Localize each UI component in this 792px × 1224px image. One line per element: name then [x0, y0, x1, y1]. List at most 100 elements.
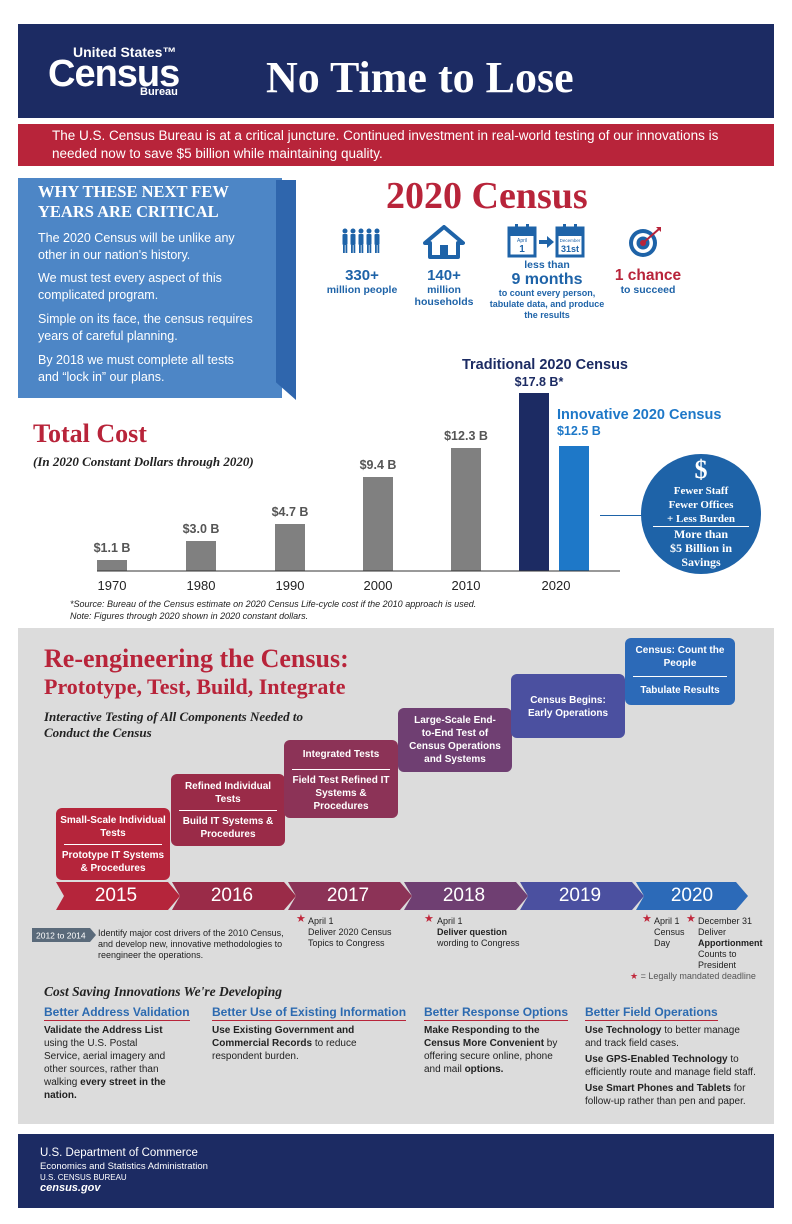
- step-2020-top: Census: Count the People: [635, 645, 725, 669]
- innovation-head-response: Better Response Options: [424, 1005, 569, 1021]
- why-paragraph-2: We must test every aspect of this compli…: [38, 271, 222, 302]
- note-2020-apportionment: ★ December 31 Deliver Apportionment Coun…: [686, 913, 763, 971]
- step-2016-top: Refined Individual Tests: [184, 781, 272, 805]
- calendar-from-day: 1: [519, 244, 525, 255]
- step-2019-line-a: Census Begins:: [530, 695, 606, 706]
- year-2018: 2018: [442, 885, 486, 906]
- savings-line-1: Fewer Staff: [673, 485, 729, 497]
- deadline-star-icon: ★: [296, 913, 306, 925]
- bar-1970: [97, 560, 127, 571]
- step-2017-top: Integrated Tests: [302, 749, 380, 760]
- reengineering-subtitle: Prototype, Test, Build, Integrate: [44, 674, 346, 699]
- why-paragraph-3: Simple on its face, the census requires …: [38, 312, 253, 343]
- census-2020-title: 2020 Census: [386, 175, 588, 217]
- deadline-star-icon: ★: [424, 913, 434, 925]
- step-2019: Census Begins: Early Operations: [511, 674, 625, 738]
- deadline-star-icon: ★: [686, 913, 696, 925]
- header-banner: [18, 24, 774, 118]
- why-box: [18, 178, 282, 398]
- bar-2010: [451, 448, 481, 571]
- step-2016-bottom: Build IT Systems & Procedures: [182, 816, 274, 840]
- innovations-title: Cost Saving Innovations We're Developing: [44, 984, 283, 999]
- people-icon: [342, 228, 380, 253]
- step-2018: Large-Scale End-to-End Test of Census Op…: [398, 708, 512, 772]
- savings-circle: $ Fewer Staff Fewer Offices + Less Burde…: [641, 454, 761, 574]
- source-line-1: *Source: Bureau of the Census estimate o…: [70, 599, 477, 609]
- why-box-tab: [276, 180, 296, 400]
- house-icon: [423, 225, 465, 259]
- innovation-head-information: Better Use of Existing Information: [212, 1005, 407, 1021]
- savings-line-2: Fewer Offices: [668, 499, 734, 511]
- innovation-body-address: Validate the Address List using the U.S.…: [44, 1025, 166, 1101]
- footer-website-link[interactable]: census.gov: [40, 1182, 101, 1194]
- step-2015-top: Small-Scale Individual Tests: [60, 815, 166, 839]
- chart-source-note: *Source: Bureau of the Census estimate o…: [70, 598, 476, 622]
- bar-label-2020-innovative: $12.5 B: [557, 424, 601, 438]
- x-tick-label-2020: 2020: [542, 578, 571, 593]
- arrow-2019: [520, 882, 644, 910]
- bar-2000: [363, 477, 393, 571]
- calendar-to-label: December: [560, 238, 581, 243]
- why-paragraph-4: By 2018 we must complete all tests and “…: [38, 353, 234, 384]
- why-title: WHY THESE NEXT FEW YEARS ARE CRITICAL: [38, 182, 229, 221]
- step-2018-line-a: Large-Scale End-to-End Test of: [414, 715, 496, 739]
- range-note: Identify major cost drivers of the 2010 …: [98, 928, 284, 960]
- bar-label-2010: $12.3 B: [444, 429, 488, 443]
- range-tag-text: 2012 to 2014: [36, 931, 86, 941]
- deadline-legend: ★ = Legally mandated deadline: [630, 971, 756, 981]
- savings-line-5: $5 Billion in: [669, 541, 733, 555]
- footer-esa: Economics and Statistics Administration: [40, 1161, 208, 1172]
- deadline-star-icon: ★: [642, 913, 652, 925]
- calendar-icon: April 1 December 31st: [507, 224, 585, 258]
- logo-census: Census: [48, 53, 180, 95]
- bar-label-2000: $9.4 B: [360, 458, 397, 472]
- year-2015: 2015: [94, 885, 138, 906]
- step-2019-line-b: Early Operations: [527, 708, 609, 719]
- note-2018: ★ April 1 Deliver question wording to Co…: [424, 913, 520, 949]
- step-2018-line-b: Census Operations: [409, 741, 501, 752]
- step-2017-bottom: Field Test Refined IT Systems & Procedur…: [292, 775, 390, 812]
- year-2019: 2019: [558, 885, 602, 906]
- cost-bar-chart: 1970 1980 1990 2000 2010 2020 $1.1 B $3.0 B $4.…: [94, 357, 722, 593]
- step-2015-bottom: Prototype IT Systems & Procedures: [61, 850, 165, 874]
- stat-chance: 1 chance to succeed: [614, 267, 682, 296]
- target-icon: [629, 227, 661, 257]
- x-tick-label-1970: 1970: [98, 578, 127, 593]
- year-2016: 2016: [210, 885, 254, 906]
- note-2020-census-day: ★ April 1 Census Day: [642, 913, 685, 949]
- innovation-head-field: Better Field Operations: [585, 1005, 718, 1021]
- total-cost-title: Total Cost: [33, 419, 147, 448]
- footer-department: U.S. Department of Commerce: [40, 1147, 198, 1159]
- intro-bar: [18, 124, 774, 166]
- arrow-2018: [404, 882, 528, 910]
- innovation-body-information: Use Existing Government and Commercial R…: [212, 1025, 357, 1062]
- calendar-to-day: 31st: [561, 244, 579, 254]
- stat-months: less than 9 months to count every person…: [489, 259, 605, 320]
- bar-label-2020-traditional: $17.8 B*: [515, 375, 564, 389]
- innovation-body-field: Use Technology to better manage and trac…: [585, 1025, 756, 1107]
- bar-2020-traditional: [519, 393, 549, 571]
- innovative-label: Innovative 2020 Census: [557, 407, 721, 423]
- stat-people: 330+ million people: [326, 267, 398, 296]
- reengineering-title: Re-engineering the Census:: [44, 644, 349, 673]
- savings-line-3: + Less Burden: [653, 512, 749, 527]
- bar-label-1980: $3.0 B: [183, 522, 220, 536]
- step-2015: Small-Scale Individual Tests Prototype I…: [56, 808, 170, 880]
- range-tag: 2012 to 2014: [32, 928, 96, 942]
- savings-connector: [600, 515, 642, 516]
- calendar-from-label: April: [517, 238, 527, 244]
- innovation-head-address: Better Address Validation: [44, 1005, 190, 1021]
- bar-label-1990: $4.7 B: [272, 505, 309, 519]
- x-tick-label-2010: 2010: [452, 578, 481, 593]
- source-line-2: Note: Figures through 2020 shown in 2020…: [70, 611, 309, 621]
- arrow-2015: [56, 882, 180, 910]
- innovation-body-response: Make Responding to the Census More Conve…: [424, 1025, 558, 1075]
- note-2017: ★ April 1 Deliver 2020 Census Topics to …: [296, 913, 392, 949]
- step-2017: Integrated Tests Field Test Refined IT S…: [284, 740, 398, 818]
- timeline-arrows: [56, 882, 748, 910]
- page-title: No Time to Lose: [266, 53, 574, 102]
- stat-households: 140+ million households: [414, 267, 474, 308]
- bar-2020-innovative: [559, 446, 589, 571]
- footer: [18, 1134, 774, 1208]
- footer-bureau: U.S. CENSUS BUREAU: [40, 1173, 127, 1182]
